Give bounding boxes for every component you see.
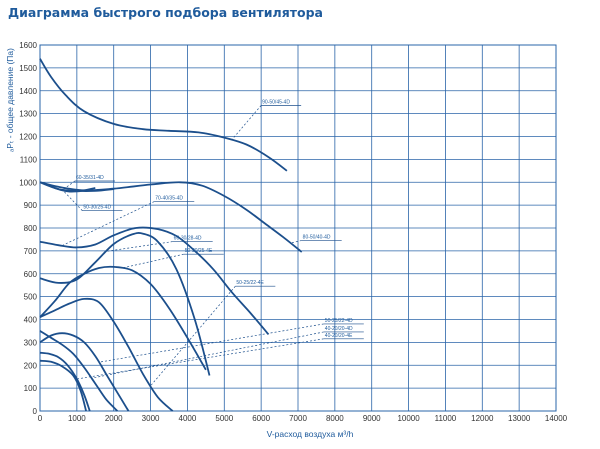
- x-tick-label: 11000: [435, 414, 457, 423]
- y-tick-label: 500: [24, 293, 38, 302]
- y-tick-label: 200: [24, 361, 38, 370]
- y-ticks: 0 100 200 300 400 500 600 700 800 900 1000 1100 1200…: [19, 41, 37, 416]
- series-line: [39, 226, 270, 335]
- series-label: 60-35/31-4D: [76, 175, 104, 181]
- x-tick-label: 13000: [508, 414, 531, 423]
- series-leader-line: [231, 105, 262, 141]
- x-ticks: 0 1000 2000 3000 4000 5000 6000 7000 8000 9000 100…: [38, 414, 568, 423]
- chart-title: Диаграмма быстрого подбора вентилятора: [8, 5, 323, 20]
- grid: [39, 44, 557, 412]
- x-tick-label: 6000: [252, 414, 270, 423]
- series-leader-line: [61, 180, 76, 191]
- y-tick-label: 1000: [19, 178, 37, 187]
- series-leader-line: [76, 338, 324, 380]
- x-tick-label: 12000: [471, 414, 494, 423]
- plot-frame: [39, 44, 557, 412]
- series-label: 90-50/45-4D: [262, 99, 290, 105]
- x-tick-label: 1000: [68, 414, 86, 423]
- y-tick-label: 900: [24, 201, 38, 210]
- series-label: 50-25/22-4D: [325, 318, 353, 324]
- series-leader-line: [61, 201, 155, 246]
- series-leader-line: [150, 285, 236, 387]
- x-tick-label: 10000: [397, 414, 420, 423]
- y-tick-label: 800: [24, 224, 38, 233]
- series-label: 40-20/20-4D: [325, 326, 353, 332]
- y-axis-label: ₐPₜ - общее давление (Па): [5, 48, 15, 152]
- y-tick-label: 1200: [19, 133, 37, 142]
- series-labels: 90-50/45-4D 80-50/40-4D 70-40/35-4D 60-30/2…: [61, 99, 364, 387]
- y-tick-label: 1500: [19, 64, 37, 73]
- series-line: [39, 297, 174, 412]
- y-tick-label: 1100: [20, 155, 38, 164]
- series-leader-line: [98, 323, 324, 363]
- x-tick-label: 0: [38, 414, 43, 423]
- y-tick-label: 1400: [19, 87, 37, 96]
- series-leader-line: [61, 189, 83, 211]
- series-label: 60-30/28-4D: [174, 236, 202, 242]
- x-tick-label: 5000: [215, 414, 233, 423]
- series-label: 50-30/25-4E: [185, 248, 213, 254]
- x-tick-label: 2000: [105, 414, 123, 423]
- series-line: [39, 332, 130, 412]
- series-line: [39, 265, 207, 371]
- series-line: [39, 351, 91, 412]
- series-label: 40-20/20-4E: [325, 333, 353, 339]
- y-tick-label: 0: [33, 407, 38, 416]
- x-tick-label: 8000: [326, 414, 344, 423]
- series-line: [39, 359, 87, 412]
- series-leader-line: [106, 241, 173, 252]
- x-tick-label: 14000: [545, 414, 568, 423]
- x-tick-label: 3000: [142, 414, 160, 423]
- series-label: 50-25/22-4E: [236, 280, 264, 286]
- series-label: 80-50/40-4D: [303, 234, 331, 240]
- y-tick-label: 1300: [19, 110, 37, 119]
- y-tick-label: 300: [24, 338, 38, 347]
- series-label: 50-30/25-4D: [83, 205, 111, 211]
- y-tick-label: 600: [24, 270, 38, 279]
- x-axis-label: V-расход воздуха м³/h: [267, 429, 354, 439]
- series-line: [39, 181, 114, 193]
- y-tick-label: 700: [24, 247, 38, 256]
- series-line: [39, 58, 288, 172]
- y-tick-label: 400: [24, 316, 38, 325]
- x-tick-label: 7000: [289, 414, 307, 423]
- series-line: [39, 330, 119, 412]
- y-tick-label: 100: [24, 384, 38, 393]
- y-tick-label: 1600: [19, 41, 37, 50]
- series-label: 70-40/35-4D: [155, 196, 183, 202]
- x-tick-label: 9000: [363, 414, 381, 423]
- series-leader-line: [121, 253, 184, 269]
- x-tick-label: 4000: [179, 414, 197, 423]
- series-lines: [39, 58, 303, 412]
- series-leader-line: [290, 240, 302, 244]
